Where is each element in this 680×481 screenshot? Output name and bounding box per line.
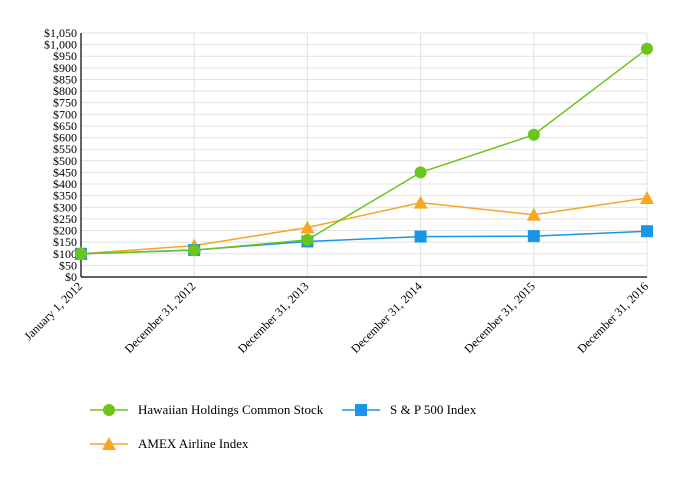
y-tick-label: $1,050	[44, 26, 77, 40]
data-point-triangle	[640, 190, 654, 204]
legend-label-sp500: S & P 500 Index	[390, 402, 477, 417]
y-tick-label: $150	[53, 235, 77, 249]
data-point-circle	[75, 247, 87, 260]
x-tick-label: December 31, 2015	[461, 279, 538, 356]
legend-item-amex: AMEX Airline Index	[88, 436, 248, 452]
data-point-circle	[301, 233, 314, 246]
y-tick-label: $400	[53, 177, 77, 191]
data-point-triangle	[413, 195, 428, 209]
data-point-circle	[527, 128, 540, 141]
series-line-0	[80, 48, 648, 255]
data-point-triangle	[526, 207, 541, 221]
series-line-2	[80, 197, 648, 255]
data-point-circle	[641, 42, 653, 55]
gridlines	[81, 32, 648, 278]
series-group	[74, 42, 654, 260]
y-tick-label: $800	[53, 84, 77, 98]
y-tick-label: $200	[53, 224, 77, 238]
data-point-square	[414, 230, 427, 243]
y-tick-label: $650	[53, 119, 77, 133]
legend-item-sp500: S & P 500 Index	[340, 402, 476, 418]
x-tick-label: December 31, 2016	[575, 279, 652, 356]
y-tick-label: $600	[53, 131, 77, 145]
x-tick-labels: January 1, 2012 December 31, 2012 December…	[21, 279, 651, 356]
line-chart: $0$50$100$150$200$250$300$350$400$450$50…	[21, 26, 654, 356]
y-tick-label: $500	[53, 154, 77, 168]
y-tick-label: $750	[53, 96, 77, 110]
legend-marker-square-icon	[342, 404, 380, 416]
data-point-square	[527, 230, 540, 243]
y-tick-label: $1,000	[44, 38, 77, 52]
y-tick-labels: $0$50$100$150$200$250$300$350$400$450$50…	[44, 26, 77, 284]
y-tick-label: $50	[59, 258, 77, 272]
legend-item-hawaiian: Hawaiian Holdings Common Stock	[88, 402, 323, 418]
data-point-circle	[188, 244, 201, 257]
data-point-triangle	[300, 220, 315, 234]
y-tick-label: $250	[53, 212, 77, 226]
y-tick-label: $0	[65, 270, 77, 284]
x-tick-label: December 31, 2014	[348, 279, 425, 356]
y-tick-label: $850	[53, 72, 77, 86]
y-tick-label: $100	[53, 247, 77, 261]
legend-label-hawaiian: Hawaiian Holdings Common Stock	[138, 402, 324, 417]
axes	[80, 33, 647, 278]
legend-marker-circle-icon	[90, 404, 128, 416]
y-tick-label: $350	[53, 189, 77, 203]
x-tick-label: December 31, 2013	[235, 279, 312, 356]
y-tick-label: $550	[53, 142, 77, 156]
y-tick-label: $300	[53, 200, 77, 214]
y-tick-label: $450	[53, 165, 77, 179]
data-point-circle	[414, 166, 427, 179]
x-tick-label: December 31, 2012	[122, 279, 199, 356]
data-point-square	[641, 225, 653, 238]
y-tick-label: $700	[53, 107, 77, 121]
y-tick-label: $950	[53, 49, 77, 63]
legend-label-amex: AMEX Airline Index	[138, 436, 249, 451]
y-tick-label: $900	[53, 61, 77, 75]
legend-marker-triangle-icon	[90, 437, 128, 450]
x-tick-label: January 1, 2012	[21, 279, 85, 343]
